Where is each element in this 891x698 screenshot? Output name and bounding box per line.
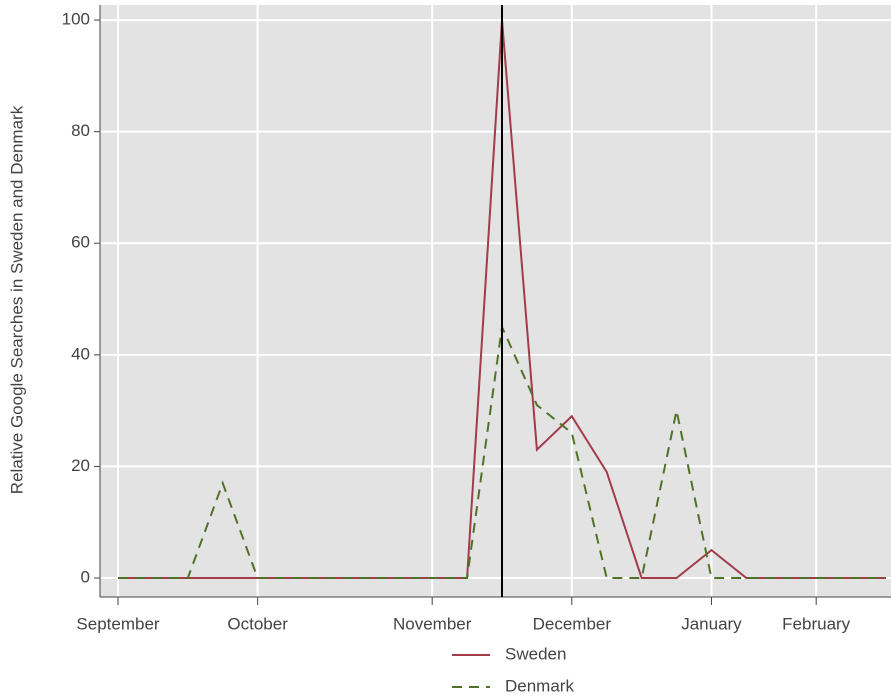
y-tick-label: 100 bbox=[62, 10, 90, 29]
x-tick-label: December bbox=[533, 614, 612, 633]
x-tick-label: September bbox=[76, 614, 159, 633]
y-tick-label: 40 bbox=[71, 344, 90, 363]
legend-label: Sweden bbox=[505, 644, 566, 663]
x-tick-label: October bbox=[227, 614, 288, 633]
y-tick-label: 0 bbox=[81, 568, 90, 587]
legend-label: Denmark bbox=[505, 676, 574, 695]
y-tick-label: 80 bbox=[71, 121, 90, 140]
y-tick-label: 20 bbox=[71, 456, 90, 475]
y-tick-label: 60 bbox=[71, 233, 90, 252]
plot-panel bbox=[100, 5, 891, 597]
x-tick-label: January bbox=[681, 614, 742, 633]
y-axis-label: Relative Google Searches in Sweden and D… bbox=[7, 105, 26, 494]
x-tick-label: February bbox=[782, 614, 851, 633]
x-tick-label: November bbox=[393, 614, 472, 633]
